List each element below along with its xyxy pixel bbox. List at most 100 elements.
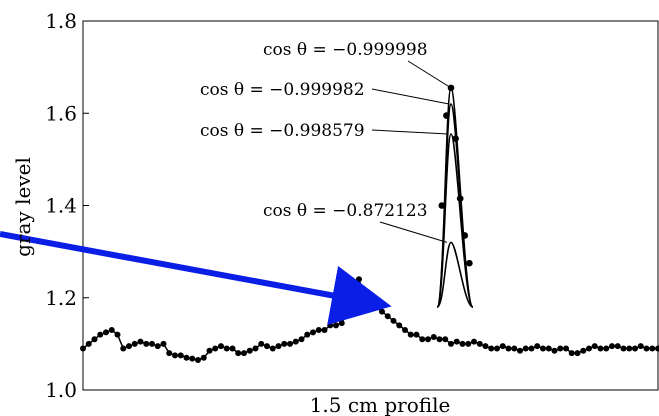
profile-point [637,343,644,350]
x-axis-label: 1.5 cm profile [310,393,451,416]
y-axis: 1.0 1.2 1.4 1.6 1.8 [45,9,89,402]
profile-point [97,331,104,338]
profile-point [120,345,127,352]
profile-point [321,327,328,334]
profile-point [407,331,414,338]
profile-point [264,343,270,350]
peak-curves [436,87,474,308]
profile-point [632,345,638,352]
profile-point [568,350,575,357]
profile-point [344,308,351,315]
profile-point [154,343,161,350]
profile-point [137,338,144,345]
profile-point [402,327,408,334]
peak-curve [436,133,474,308]
profile-point [442,336,449,343]
profile-line [82,277,658,361]
peak-annotation-label: cos θ = −0.999982 [200,80,365,100]
profile-point [453,338,460,345]
annotation-leader-line [379,221,448,243]
y-tick-label: 1.4 [45,194,77,218]
profile-series [80,84,659,364]
profile-point [591,343,598,350]
profile-point [338,320,345,327]
annotation-leader-line [371,88,450,105]
y-tick-label: 1.6 [45,101,77,125]
profile-point [396,322,403,329]
peak-point [452,135,459,142]
profile-point [143,340,150,347]
profile-point [540,345,546,352]
profile-point [183,354,190,361]
profile-point [425,336,431,343]
profile-point [246,347,253,354]
profile-point [172,352,178,359]
profile-point [275,343,282,350]
peak-point [461,232,469,239]
peak-point [443,112,450,119]
profile-point [218,343,224,350]
profile-point [614,343,621,350]
peak-annotations: cos θ = −0.999998 cos θ = −0.999982 cos θ … [200,40,452,243]
profile-point [91,336,98,343]
profile-point [505,345,512,352]
peak-annotation-label: cos θ = −0.999998 [263,40,428,60]
profile-point [413,331,420,338]
profile-point [419,336,426,343]
profile-point [241,350,247,357]
profile-point [292,338,299,345]
peak-annotation-label: cos θ = −0.872123 [263,201,428,221]
y-axis-label: gray level [11,157,35,257]
profile-point [189,355,196,362]
annotation-leader-line [371,129,449,135]
peak-point [456,195,464,202]
profile-point [384,313,391,320]
profile-point [436,336,443,343]
profile-point [304,331,311,338]
peak-point [438,202,446,209]
profile-point [200,354,207,361]
profile-point [160,340,167,347]
profile-point [609,343,615,350]
y-tick-label: 1.8 [45,9,77,33]
profile-point [620,345,627,352]
profile-point [379,308,385,315]
annotation-leader-line [407,60,452,89]
profile-point [287,340,293,347]
profile-point [258,340,265,347]
profile-point [149,340,155,347]
profile-point [315,327,322,334]
profile-point [223,345,230,352]
profile-point [626,345,633,352]
profile-point [195,357,201,364]
profile-point [80,345,86,352]
profile-point [108,327,115,334]
profile-point [563,345,569,352]
profile-point [281,340,288,347]
profile-point [649,345,656,352]
profile-point [545,345,552,352]
profile-point [459,340,466,347]
profile-point [206,347,213,354]
profile-point [229,345,236,352]
profile-point [574,350,581,357]
profile-point [603,345,610,352]
profile-point [551,347,558,354]
pointer-arrow [0,231,392,325]
profile-point [252,345,259,352]
profile-point [85,340,92,347]
profile-point [235,350,242,357]
peak-curve [436,241,474,308]
profile-point [465,340,472,347]
profile-point [114,331,121,338]
profile-point [557,345,564,352]
profile-point [580,347,587,354]
profile-point [655,345,659,352]
profile-point [586,345,592,352]
profile-point [522,345,529,352]
profile-point [269,345,276,352]
profile-point [327,322,334,329]
profile-point [448,340,454,347]
profile-point [356,276,362,283]
